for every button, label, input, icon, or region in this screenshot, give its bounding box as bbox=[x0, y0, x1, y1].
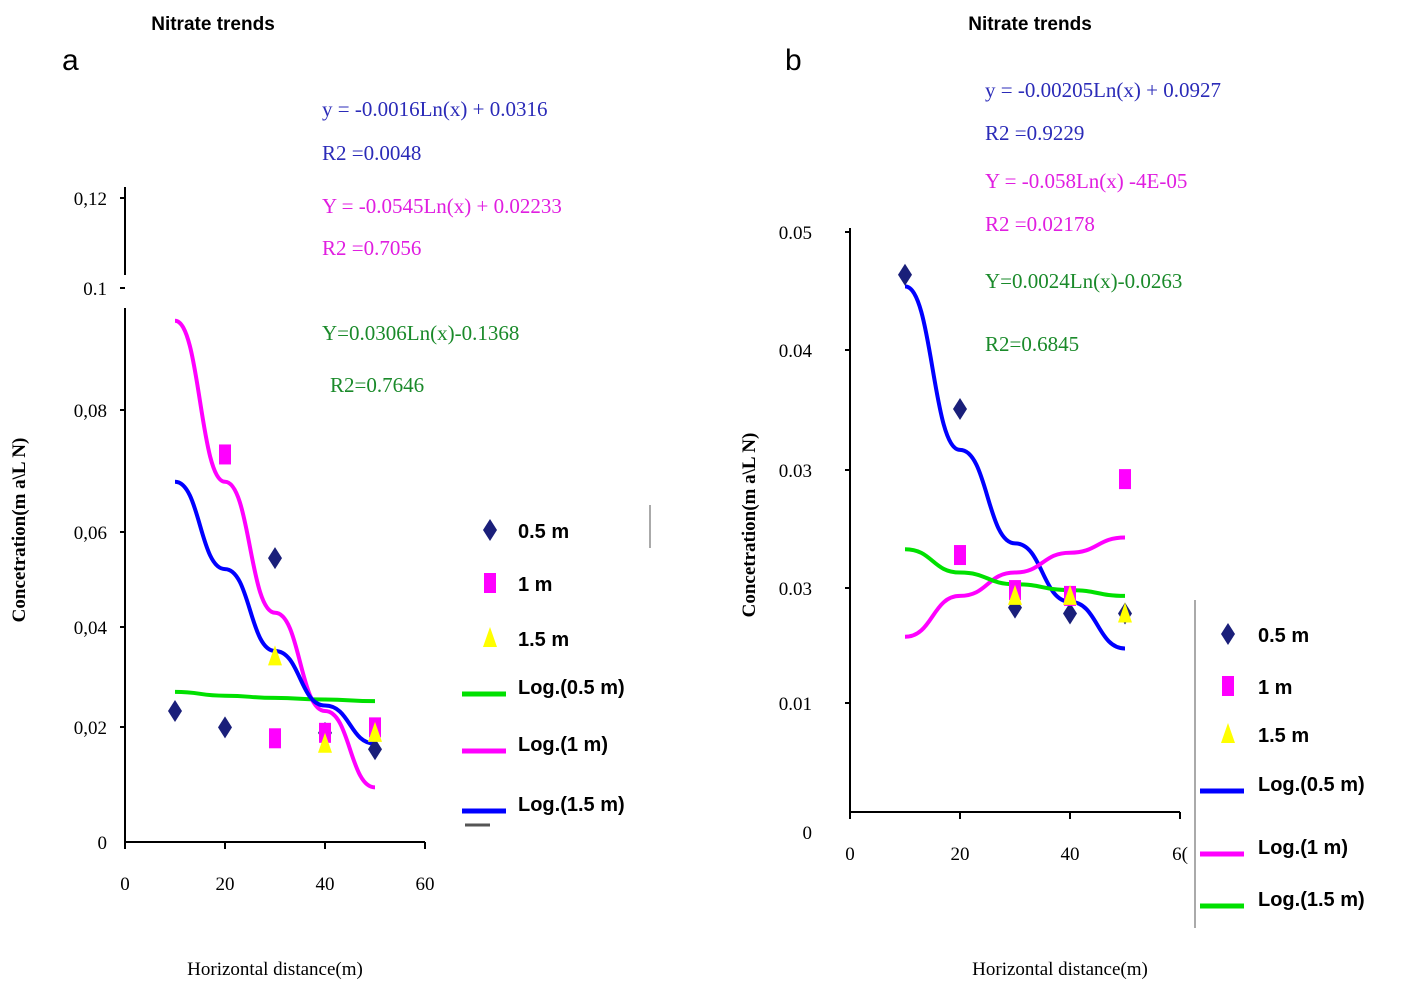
trendline-log-0-5-m- bbox=[174, 689, 376, 704]
data-point-diamond bbox=[168, 700, 182, 722]
x-axis-label: Horizontal distance(m) bbox=[187, 959, 363, 980]
data-point-diamond bbox=[1063, 602, 1077, 625]
data-point-diamond bbox=[898, 263, 912, 286]
trendline-log-1-5-m- bbox=[174, 479, 376, 746]
data-point-square bbox=[954, 545, 966, 566]
data-point-triangle bbox=[1008, 584, 1022, 605]
x-axis-label: Horizontal distance(m) bbox=[972, 959, 1148, 980]
trendline-log-0-5-m- bbox=[904, 284, 1126, 651]
y-tick-label: 0.1 bbox=[83, 279, 107, 300]
y-tick-label: 0,08 bbox=[74, 401, 107, 422]
legend-label: Log.(1.5 m) bbox=[1258, 889, 1365, 911]
x-tick-label: 6( bbox=[1172, 844, 1188, 865]
trend-equation: Y = -0.0545Ln(x) + 0.02233 bbox=[322, 194, 562, 218]
y-tick-label: 0.04 bbox=[779, 341, 813, 362]
trend-equation: R2 =0.02178 bbox=[985, 212, 1095, 236]
trendline-log-1-m- bbox=[904, 535, 1126, 639]
y-tick-label: 0,12 bbox=[74, 189, 107, 210]
legend-item: 0.5 m bbox=[483, 519, 569, 543]
legend-item: Log.(0.5 m) bbox=[1200, 774, 1365, 796]
legend-item: 1 m bbox=[1222, 676, 1292, 699]
legend-item: 1 m bbox=[484, 573, 552, 596]
data-point-square bbox=[269, 728, 281, 749]
y-tick-label: 0.03 bbox=[779, 579, 812, 600]
y-axis-label: Concetration(m a\L N) bbox=[739, 433, 760, 618]
trend-equation: R2 =0.9229 bbox=[985, 121, 1084, 145]
trend-equation: y = -0.00205Ln(x) + 0.0927 bbox=[985, 78, 1221, 102]
legend-label: Log.(1 m) bbox=[1258, 837, 1348, 859]
y-tick-label: 0.03 bbox=[779, 461, 812, 482]
legend-marker-triangle bbox=[1221, 723, 1235, 743]
trendline-log-1-m- bbox=[174, 318, 376, 790]
legend-label: Log.(0.5 m) bbox=[518, 677, 625, 699]
legend-label: 1.5 m bbox=[518, 629, 569, 651]
chart-panel-a: Nitrate trends a 0 0,02 0,04 0,06 0,08 0.1 0,12 0… bbox=[9, 14, 651, 980]
x-tick-label: 20 bbox=[216, 874, 235, 895]
legend-label: 0.5 m bbox=[1258, 625, 1309, 647]
data-point-triangle bbox=[318, 732, 332, 753]
legend-item: Log.(1.5 m) bbox=[1200, 889, 1365, 911]
legend-label: Log.(0.5 m) bbox=[1258, 774, 1365, 796]
x-tick-label: 40 bbox=[1061, 844, 1080, 865]
data-point-triangle bbox=[268, 645, 282, 666]
trend-equation: Y = -0.058Ln(x) -4E-05 bbox=[985, 169, 1187, 193]
data-point-diamond bbox=[953, 398, 967, 421]
data-point-diamond bbox=[368, 738, 382, 761]
trend-equation: Y=0.0306Ln(x)-0.1368 bbox=[322, 321, 519, 345]
legend-item: Log.(1 m) bbox=[1200, 837, 1348, 859]
trend-equation: R2 =0.0048 bbox=[322, 141, 421, 165]
legend-item: 0.5 m bbox=[1221, 623, 1309, 647]
legend-marker-diamond bbox=[1221, 623, 1235, 645]
legend-label: Log.(1 m) bbox=[518, 734, 608, 756]
x-tick-label: 0 bbox=[120, 874, 130, 895]
legend-label: 0.5 m bbox=[518, 521, 569, 543]
chart-title: Nitrate trends bbox=[151, 14, 275, 35]
x-tick-label: 40 bbox=[316, 874, 335, 895]
legend-marker-square bbox=[1222, 676, 1234, 696]
data-point-triangle bbox=[1063, 584, 1077, 605]
trend-equation: R2=0.7646 bbox=[330, 373, 424, 397]
trend-equation: Y=0.0024Ln(x)-0.0263 bbox=[985, 269, 1182, 293]
chart-panel-b: Nitrate trends b 0 0.01 0.03 0.03 0.04 0.05 0 20 4… bbox=[739, 14, 1365, 980]
chart-title: Nitrate trends bbox=[968, 14, 1092, 35]
y-tick-label: 0.05 bbox=[779, 223, 812, 244]
legend-marker-diamond bbox=[483, 519, 497, 541]
axes bbox=[124, 187, 425, 843]
data-point-triangle bbox=[368, 721, 382, 742]
axes bbox=[849, 228, 1180, 813]
legend-marker-triangle bbox=[483, 627, 497, 647]
legend-label: Log.(1.5 m) bbox=[518, 794, 625, 816]
data-point-square bbox=[219, 444, 231, 465]
legend-marker-square bbox=[484, 573, 496, 593]
x-tick-label: 0 bbox=[845, 844, 855, 865]
trend-equation: R2 =0.7056 bbox=[322, 236, 421, 260]
y-tick-label: 0,02 bbox=[74, 718, 107, 739]
y-axis-label: Concetration(m a\L N) bbox=[9, 438, 30, 623]
legend-item: Log.(0.5 m) bbox=[462, 677, 625, 699]
panel-label: b bbox=[785, 44, 802, 77]
data-point-diamond bbox=[268, 547, 282, 570]
y-tick-label: 0.01 bbox=[779, 694, 812, 715]
y-tick-label: 0,04 bbox=[74, 618, 108, 639]
x-tick-label: 20 bbox=[951, 844, 970, 865]
legend-item: 1.5 m bbox=[483, 627, 569, 651]
legend-label: 1 m bbox=[1258, 677, 1292, 699]
legend-label: 1.5 m bbox=[1258, 725, 1309, 747]
trend-equation: R2=0.6845 bbox=[985, 332, 1079, 356]
data-point-square bbox=[1119, 469, 1131, 490]
data-point-diamond bbox=[218, 716, 232, 739]
legend-item: Log.(1.5 m) bbox=[462, 794, 625, 816]
x-tick-label: 60 bbox=[416, 874, 435, 895]
legend-label: 1 m bbox=[518, 574, 552, 596]
y-tick-label: 0 bbox=[803, 823, 813, 844]
y-tick-label: 0 bbox=[98, 833, 108, 854]
legend-item: Log.(1 m) bbox=[462, 734, 608, 756]
panel-label: a bbox=[62, 44, 79, 77]
data-point-triangle bbox=[1118, 602, 1132, 623]
legend-item: 1.5 m bbox=[1221, 723, 1309, 747]
trend-equation: y = -0.0016Ln(x) + 0.0316 bbox=[322, 97, 548, 121]
y-tick-label: 0,06 bbox=[74, 523, 107, 544]
